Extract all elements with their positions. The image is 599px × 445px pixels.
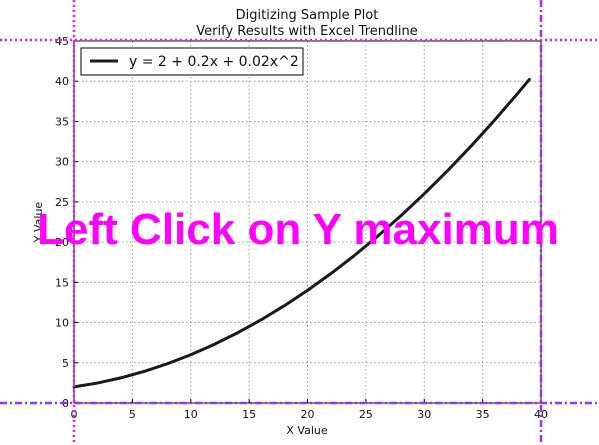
legend-entry: y = 2 + 0.2x + 0.02x^2 (129, 54, 299, 70)
y-tick-label: 25 (55, 196, 69, 209)
chart-title: Digitizing Sample Plot (236, 8, 379, 23)
y-tick-label: 15 (55, 276, 69, 289)
x-tick-label: 30 (417, 408, 431, 421)
legend: y = 2 + 0.2x + 0.02x^2 (80, 47, 304, 76)
y-tick-label: 10 (55, 317, 69, 330)
y-axis-label: Y Value (32, 202, 45, 244)
grid (74, 41, 541, 403)
y-tick-label: 5 (62, 357, 69, 370)
series-line (72, 77, 531, 389)
x-tick-label: 25 (359, 408, 373, 421)
x-tick-label: 35 (476, 408, 490, 421)
x-tick-label: 5 (129, 408, 136, 421)
x-axis-label: X Value (286, 424, 327, 437)
y-tick-label: 20 (55, 236, 69, 249)
y-tick-label: 40 (55, 75, 69, 88)
series-layer (72, 77, 531, 389)
x-tick-label: 40 (534, 408, 548, 421)
x-tick-label: 0 (71, 408, 78, 421)
x-tick-label: 15 (242, 408, 256, 421)
y-tick-label: 45 (55, 35, 69, 48)
x-axis-ticks: 0 5 10 15 20 25 30 35 40 (71, 399, 548, 421)
plot-area: 0 5 10 15 20 25 30 35 40 0 5 10 15 20 25 30 35 40 45 (55, 35, 548, 421)
chart-subtitle: Verify Results with Excel Trendline (196, 24, 417, 39)
y-tick-label: 35 (55, 115, 69, 128)
x-tick-label: 20 (301, 408, 315, 421)
instruction-overlay: Left Click on Y maximum (37, 205, 559, 254)
x-tick-label: 10 (184, 408, 198, 421)
y-tick-label: 30 (55, 156, 69, 169)
